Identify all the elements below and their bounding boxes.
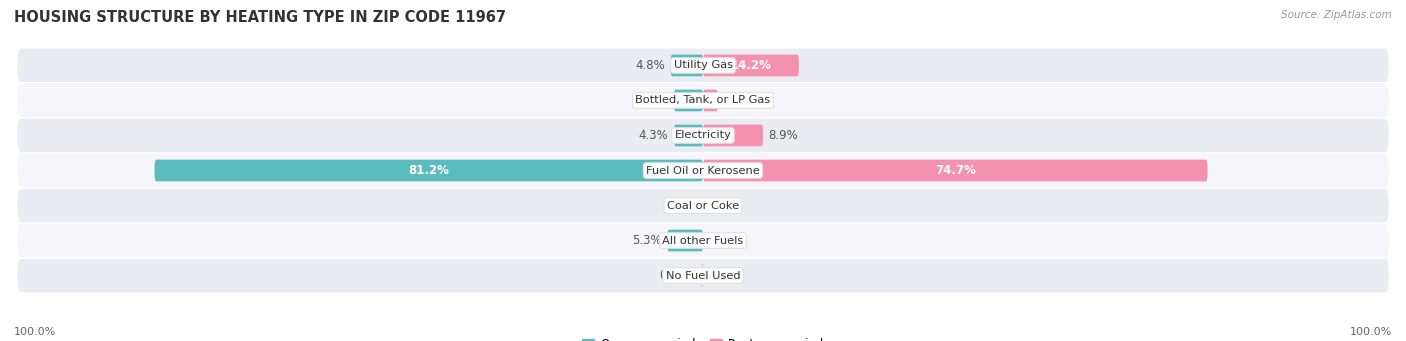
Legend: Owner-occupied, Renter-occupied: Owner-occupied, Renter-occupied	[582, 338, 824, 341]
FancyBboxPatch shape	[673, 90, 703, 111]
FancyBboxPatch shape	[703, 55, 799, 76]
FancyBboxPatch shape	[702, 265, 703, 286]
Text: Utility Gas: Utility Gas	[673, 60, 733, 71]
Text: 0.17%: 0.17%	[659, 269, 696, 282]
Text: 100.0%: 100.0%	[1350, 327, 1392, 337]
FancyBboxPatch shape	[668, 230, 703, 251]
Text: 0.0%: 0.0%	[709, 269, 738, 282]
FancyBboxPatch shape	[155, 160, 703, 181]
Text: 0.0%: 0.0%	[668, 199, 697, 212]
FancyBboxPatch shape	[17, 189, 1389, 222]
Text: 4.8%: 4.8%	[636, 59, 665, 72]
Text: All other Fuels: All other Fuels	[662, 236, 744, 246]
Text: Bottled, Tank, or LP Gas: Bottled, Tank, or LP Gas	[636, 95, 770, 105]
FancyBboxPatch shape	[17, 154, 1389, 187]
FancyBboxPatch shape	[703, 90, 718, 111]
Text: HOUSING STRUCTURE BY HEATING TYPE IN ZIP CODE 11967: HOUSING STRUCTURE BY HEATING TYPE IN ZIP…	[14, 10, 506, 25]
Text: 0.0%: 0.0%	[709, 234, 738, 247]
FancyBboxPatch shape	[703, 160, 1208, 181]
FancyBboxPatch shape	[17, 49, 1389, 82]
Text: 4.3%: 4.3%	[638, 129, 669, 142]
Text: 0.0%: 0.0%	[709, 199, 738, 212]
FancyBboxPatch shape	[17, 84, 1389, 117]
FancyBboxPatch shape	[673, 124, 703, 146]
Text: 74.7%: 74.7%	[935, 164, 976, 177]
FancyBboxPatch shape	[17, 119, 1389, 152]
Text: 8.9%: 8.9%	[769, 129, 799, 142]
Text: No Fuel Used: No Fuel Used	[665, 270, 741, 281]
Text: 14.2%: 14.2%	[731, 59, 772, 72]
Text: Electricity: Electricity	[675, 131, 731, 140]
FancyBboxPatch shape	[703, 124, 763, 146]
FancyBboxPatch shape	[671, 55, 703, 76]
Text: Coal or Coke: Coal or Coke	[666, 201, 740, 210]
Text: 4.3%: 4.3%	[638, 94, 669, 107]
Text: Source: ZipAtlas.com: Source: ZipAtlas.com	[1281, 10, 1392, 20]
Text: 5.3%: 5.3%	[633, 234, 662, 247]
FancyBboxPatch shape	[17, 224, 1389, 257]
Text: Fuel Oil or Kerosene: Fuel Oil or Kerosene	[647, 165, 759, 176]
Text: 81.2%: 81.2%	[408, 164, 449, 177]
FancyBboxPatch shape	[17, 259, 1389, 292]
Text: 100.0%: 100.0%	[14, 327, 56, 337]
Text: 2.2%: 2.2%	[723, 94, 754, 107]
